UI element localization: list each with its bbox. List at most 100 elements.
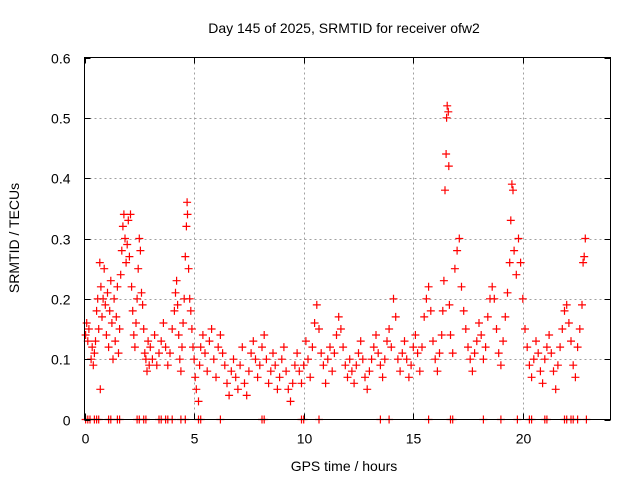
- data-point: [171, 288, 180, 297]
- data-point: [183, 198, 192, 207]
- data-point: [472, 337, 481, 346]
- data-point: [163, 361, 172, 370]
- data-point: [203, 367, 212, 376]
- data-point: [506, 216, 515, 225]
- data-point: [439, 276, 448, 285]
- data-point: [186, 306, 195, 315]
- data-point: [315, 325, 323, 333]
- data-point: [441, 186, 449, 195]
- data-point: [319, 361, 328, 370]
- data-point: [503, 288, 512, 297]
- data-point: [328, 367, 337, 376]
- data-point: [244, 367, 253, 376]
- data-point: [356, 337, 365, 346]
- data-point: [490, 294, 499, 303]
- data-point: [457, 282, 466, 291]
- data-point: [159, 319, 168, 327]
- data-point: [247, 349, 256, 358]
- data-point: [521, 325, 529, 333]
- data-point: [564, 319, 573, 327]
- data-point: [99, 294, 108, 303]
- data-point: [182, 222, 191, 231]
- data-point: [216, 331, 225, 339]
- data-point: [116, 270, 125, 279]
- data-point: [529, 355, 538, 364]
- x-tick-label: 20: [516, 431, 532, 447]
- data-point: [184, 264, 193, 273]
- data-point: [549, 367, 558, 376]
- data-point: [185, 294, 194, 303]
- data-point: [271, 361, 280, 370]
- data-point: [422, 294, 431, 303]
- data-point: [137, 288, 146, 297]
- data-point: [510, 246, 519, 255]
- x-tick-label: 5: [191, 431, 199, 447]
- data-point: [90, 349, 99, 358]
- data-point: [212, 373, 220, 382]
- data-point: [514, 234, 523, 243]
- data-point: [413, 349, 422, 358]
- x-tick-labels: 0 5 10 15 20: [82, 431, 532, 447]
- data-point: [354, 349, 363, 358]
- data-point: [496, 361, 505, 370]
- data-point: [556, 343, 565, 352]
- data-point: [479, 355, 488, 364]
- data-point: [321, 379, 330, 388]
- data-point: [336, 325, 345, 333]
- data-point: [426, 306, 435, 315]
- data-point: [367, 355, 376, 364]
- data-point: [501, 312, 510, 321]
- data-point: [115, 325, 124, 333]
- data-point: [352, 361, 361, 370]
- data-point: [148, 355, 157, 364]
- data-point: [104, 343, 113, 352]
- data-point: [343, 373, 352, 382]
- data-point: [125, 252, 134, 261]
- data-point: [152, 361, 161, 370]
- data-point: [295, 367, 304, 376]
- data-point: [339, 343, 348, 352]
- data-point: [266, 367, 275, 376]
- data-point: [279, 343, 288, 352]
- data-point: [124, 216, 133, 225]
- data-point: [242, 391, 251, 400]
- data-point: [262, 355, 271, 364]
- data-point: [499, 337, 508, 346]
- data-point: [103, 288, 112, 297]
- chart-title: Day 145 of 2025, SRMTID for receiver ofw…: [208, 20, 480, 36]
- data-point: [196, 343, 205, 352]
- data-point: [453, 246, 462, 255]
- data-point: [444, 107, 453, 116]
- data-point: [229, 355, 238, 364]
- y-tick-label: 0.2: [51, 292, 71, 308]
- data-point: [286, 397, 295, 406]
- data-point: [558, 325, 567, 333]
- data-point: [88, 343, 97, 352]
- data-point: [192, 385, 201, 394]
- data-point: [209, 355, 218, 364]
- data-point: [481, 343, 490, 352]
- data-point: [580, 252, 589, 261]
- data-point: [532, 337, 540, 346]
- data-point: [345, 355, 354, 364]
- data-point: [466, 355, 475, 364]
- data-point: [231, 373, 240, 382]
- data-point: [387, 343, 396, 352]
- data-point: [424, 282, 433, 291]
- data-point: [461, 325, 470, 333]
- data-point: [122, 258, 131, 267]
- data-point: [407, 361, 416, 370]
- data-point: [312, 300, 321, 309]
- data-point: [418, 343, 426, 352]
- data-point: [488, 282, 497, 291]
- y-tick-labels: 0 0.1 0.2 0.3 0.4 0.5 0.6: [51, 51, 71, 429]
- data-point: [409, 343, 418, 352]
- data-point: [411, 331, 420, 339]
- data-point: [306, 373, 315, 382]
- data-point: [437, 331, 446, 339]
- data-point: [195, 361, 204, 370]
- data-point: [560, 306, 569, 315]
- data-point: [383, 337, 391, 346]
- data-point: [225, 391, 234, 400]
